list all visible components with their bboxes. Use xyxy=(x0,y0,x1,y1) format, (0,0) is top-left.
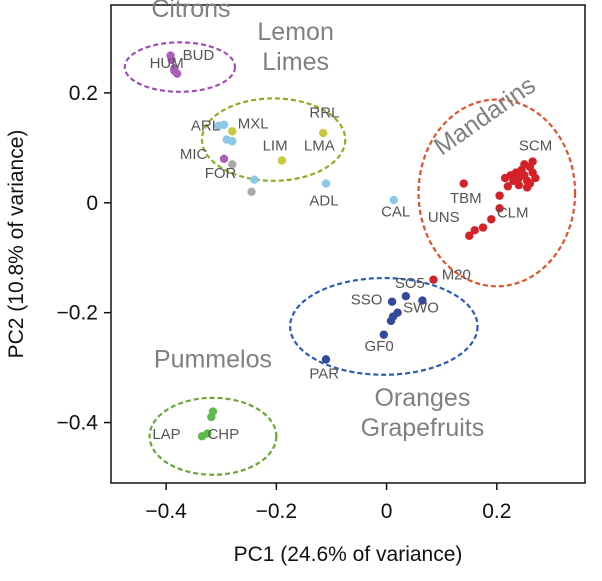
point-label-m20: M20 xyxy=(442,267,471,284)
group-ellipse-4 xyxy=(148,396,278,476)
data-point xyxy=(495,204,504,213)
data-point xyxy=(247,187,256,197)
group-ellipse-0 xyxy=(123,41,237,93)
data-point xyxy=(387,297,397,306)
data-point xyxy=(528,157,537,166)
plot-frame xyxy=(110,4,586,484)
x-axis: −0.4 −0.2 0 0.2 xyxy=(145,483,511,523)
data-point xyxy=(525,179,535,188)
point-label-lma: LMA xyxy=(304,138,335,155)
y-tick-label: −0.4 xyxy=(57,412,99,435)
data-point xyxy=(465,231,474,240)
group-label-3: Oranges Grapefruits xyxy=(361,384,485,442)
data-point xyxy=(470,226,479,235)
point-label-gf0: GF0 xyxy=(365,338,394,355)
y-axis-title: PC2 (10.8% of variance) xyxy=(5,130,28,359)
group-ellipse-3 xyxy=(289,276,479,376)
point-label-arl: ARL xyxy=(191,117,220,134)
data-point xyxy=(478,223,488,232)
point-label-swo: SWO xyxy=(403,300,439,317)
point-label-par: PAR xyxy=(309,366,339,383)
group-label-1: Lemon Limes xyxy=(257,18,333,76)
data-point xyxy=(228,160,237,169)
point-label-adl: ADL xyxy=(309,193,338,210)
x-tick-label: 0.2 xyxy=(482,500,511,523)
data-point xyxy=(495,191,504,200)
group-label-4: Pummelos xyxy=(154,346,272,374)
point-label-so5: SO5 xyxy=(395,275,425,292)
data-point xyxy=(170,66,179,76)
point-label-bud: BUD xyxy=(183,47,215,64)
group-label-0: Citrons xyxy=(151,0,230,23)
data-point xyxy=(389,195,398,205)
data-point xyxy=(418,296,427,305)
data-point xyxy=(321,179,331,188)
data-point xyxy=(228,137,237,146)
x-tick-label: −0.2 xyxy=(256,500,297,523)
data-point xyxy=(318,128,328,138)
data-point xyxy=(520,160,529,169)
data-point xyxy=(250,175,259,184)
data-point xyxy=(321,355,331,364)
point-label-sso: SSO xyxy=(351,291,383,308)
data-point xyxy=(503,182,513,191)
data-point xyxy=(528,168,537,177)
point-label-mic: MIC xyxy=(180,146,208,163)
point-label-lap: LAP xyxy=(152,426,180,443)
group-ellipses xyxy=(123,41,577,476)
y-axis: 0.2 0 −0.2 −0.4 xyxy=(57,82,111,435)
data-point xyxy=(459,179,468,188)
data-point xyxy=(386,316,396,326)
x-tick-label: −0.4 xyxy=(145,500,187,523)
point-label-uns: UNS xyxy=(428,209,460,226)
y-tick-label: 0 xyxy=(86,192,98,215)
point-label-cal: CAL xyxy=(381,204,410,221)
point-label-chp: CHP xyxy=(207,426,239,443)
point-label-tbm: TBM xyxy=(450,190,482,207)
data-point xyxy=(379,330,389,339)
y-tick-label: −0.2 xyxy=(57,302,98,325)
point-label-mxl: MXL xyxy=(238,116,269,133)
point-label-lim: LIM xyxy=(263,138,288,155)
x-axis-title: PC1 (24.6% of variance) xyxy=(234,543,463,566)
point-label-for: FOR xyxy=(205,165,237,182)
data-point xyxy=(429,275,438,284)
data-point xyxy=(500,173,510,183)
group-ellipse-2 xyxy=(417,98,577,288)
group-ellipse-1 xyxy=(200,97,347,182)
x-tick-label: 0 xyxy=(381,500,393,523)
point-label-clm: CLM xyxy=(497,205,529,222)
y-tick-label: 0.2 xyxy=(69,82,98,105)
data-point xyxy=(219,154,229,164)
data-point xyxy=(401,291,411,301)
data-point xyxy=(166,51,175,60)
point-label-rrl: RRL xyxy=(309,105,339,122)
data-point xyxy=(197,432,207,441)
data-point xyxy=(277,156,287,165)
data-point xyxy=(487,215,496,224)
data-point xyxy=(509,176,518,186)
point-label-hum: HUM xyxy=(150,55,184,72)
data-point xyxy=(228,127,237,136)
data-point xyxy=(207,412,216,422)
point-label-scm: SCM xyxy=(519,138,552,155)
data-point xyxy=(219,120,229,129)
data-points xyxy=(166,51,540,441)
